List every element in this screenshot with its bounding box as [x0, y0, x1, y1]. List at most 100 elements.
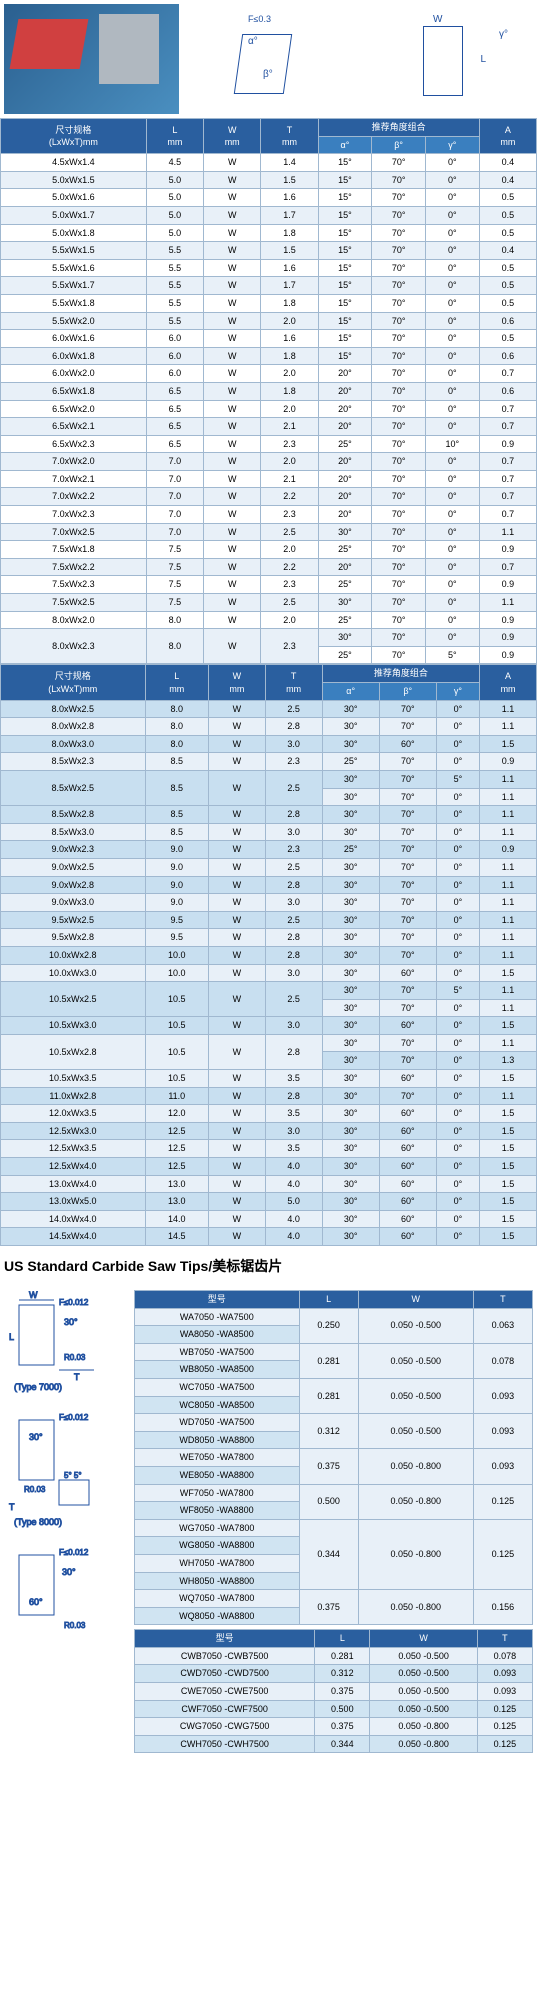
cell: 70°	[379, 858, 436, 876]
cell: 7.0	[146, 523, 203, 541]
cell: 0.500	[299, 1484, 358, 1519]
cell: 1.7	[261, 206, 318, 224]
cell: W	[204, 242, 261, 260]
cell: 5°	[436, 770, 479, 788]
cell: 12.5	[145, 1140, 208, 1158]
cell: 30°	[322, 964, 379, 982]
cell: CWG7050 -CWG7500	[135, 1718, 315, 1736]
cell: 0.050 -0.500	[370, 1683, 477, 1701]
cell: 60°	[379, 1210, 436, 1228]
cell: 14.0xWx4.0	[1, 1210, 146, 1228]
cell: 14.0	[145, 1210, 208, 1228]
cell: W	[204, 171, 261, 189]
svg-text:60°: 60°	[29, 1597, 43, 1607]
cell: 70°	[379, 806, 436, 824]
cell: WF7050 -WA7800	[135, 1484, 300, 1502]
cell: 30°	[322, 1017, 379, 1035]
cell: W	[208, 1017, 265, 1035]
cell: W	[208, 718, 265, 736]
cell: 30°	[322, 1210, 379, 1228]
cell: 5.0	[146, 224, 203, 242]
cell: WC7050 -WA7500	[135, 1378, 300, 1396]
cell: 0°	[425, 224, 479, 242]
cell: 10.0	[145, 964, 208, 982]
cell: 11.0xWx2.8	[1, 1087, 146, 1105]
cell: 6.5	[146, 418, 203, 436]
cell: 7.5	[146, 576, 203, 594]
cell: 2.0	[261, 541, 318, 559]
cell: 0°	[425, 629, 479, 647]
cell: 30°	[322, 911, 379, 929]
cell: 9.0xWx2.3	[1, 841, 146, 859]
cell: 2.0	[261, 453, 318, 471]
hero-row: F≤0.3 α° β° W L γ°	[0, 0, 537, 118]
cell: W	[208, 894, 265, 912]
cell: 1.5	[480, 1175, 537, 1193]
cell: 70°	[372, 594, 426, 612]
cell: 7.0	[146, 506, 203, 524]
cell: 0.5	[479, 224, 536, 242]
cell: 70°	[379, 823, 436, 841]
cell: 1.1	[480, 770, 537, 788]
cell: 7.0xWx2.3	[1, 506, 147, 524]
cell: 9.0	[145, 841, 208, 859]
cell: 2.5	[265, 982, 322, 1017]
cell: 8.0	[146, 611, 203, 629]
cell: 8.5	[145, 823, 208, 841]
th-l: L	[299, 1291, 358, 1309]
cell: 60°	[379, 964, 436, 982]
cell: 5.0xWx1.5	[1, 171, 147, 189]
cell: W	[204, 611, 261, 629]
cell: W	[204, 558, 261, 576]
cell: 0°	[436, 1087, 479, 1105]
cell: 5.5	[146, 294, 203, 312]
cell: W	[208, 911, 265, 929]
cell: W	[208, 770, 265, 805]
cell: 0°	[425, 400, 479, 418]
section-title: US Standard Carbide Saw Tips/美标锯齿片	[0, 1246, 537, 1286]
cell: 0°	[436, 1070, 479, 1088]
cell: 5.5xWx1.6	[1, 259, 147, 277]
cell: 12.0	[145, 1105, 208, 1123]
cell: 0°	[425, 154, 479, 172]
cell: 5.0	[146, 189, 203, 207]
cell: 30°	[322, 929, 379, 947]
cell: 1.8	[261, 224, 318, 242]
cell: 6.5xWx2.1	[1, 418, 147, 436]
cell: 5°	[436, 982, 479, 1000]
cell: 5.5	[146, 312, 203, 330]
cell: 0.9	[479, 629, 536, 647]
cell: 1.8	[261, 347, 318, 365]
cell: 70°	[372, 418, 426, 436]
cell: 0.5	[479, 189, 536, 207]
cell: 0.4	[479, 171, 536, 189]
cell: 1.1	[480, 718, 537, 736]
cell: WH8050 -WA8800	[135, 1572, 300, 1590]
cell: 0°	[425, 189, 479, 207]
cell: 8.0xWx2.5	[1, 700, 146, 718]
cell: 1.5	[261, 171, 318, 189]
cell: 30°	[322, 735, 379, 753]
cell: W	[204, 418, 261, 436]
cell: 70°	[372, 488, 426, 506]
cell: 5.0xWx1.8	[1, 224, 147, 242]
cell: WB8050 -WA8500	[135, 1361, 300, 1379]
cell: 5.0	[146, 171, 203, 189]
cell: 0.9	[479, 541, 536, 559]
cell: W	[204, 224, 261, 242]
cell: 0.125	[477, 1700, 532, 1718]
cell: 30°	[322, 858, 379, 876]
cell: 0°	[425, 576, 479, 594]
cell: 3.5	[265, 1070, 322, 1088]
cell: 15°	[318, 242, 372, 260]
cell: 2.0	[261, 611, 318, 629]
cell: 0.5	[479, 330, 536, 348]
cell: 0.078	[477, 1647, 532, 1665]
cell: 1.5	[480, 1228, 537, 1246]
cell: W	[204, 523, 261, 541]
cell: 25°	[318, 646, 372, 664]
cell: 10.5xWx2.8	[1, 1034, 146, 1069]
type8000-label: (Type 8000)	[14, 1517, 62, 1527]
th-spec: 尺寸规格 (LxWxT)mm	[1, 665, 146, 700]
cell: 0.050 -0.800	[358, 1590, 473, 1625]
